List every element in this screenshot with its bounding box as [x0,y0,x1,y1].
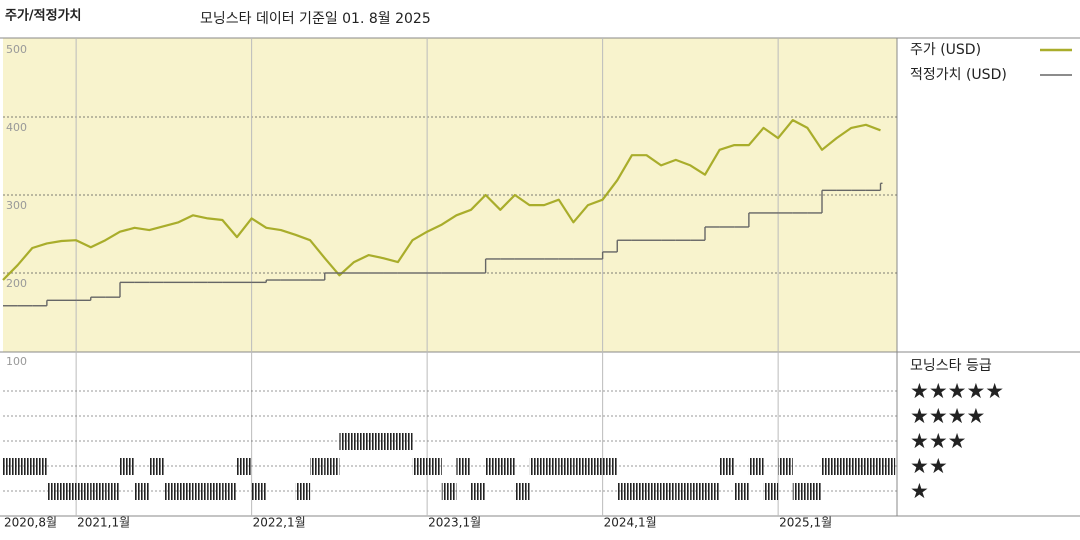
rating-bar [661,483,676,500]
rating-bar [792,483,808,500]
rating-bar [237,458,252,475]
rating-bar [617,483,632,500]
x-tick-label: 2021,1월 [77,516,130,530]
price-line [2,119,881,281]
rating-bar [178,483,194,500]
rating-bar [748,458,764,475]
chart-title: 주가/적정가치 [5,8,82,24]
rating-bar [427,458,442,475]
rating-bar [120,458,135,475]
x-tick-label: 2020,8월 [4,516,57,530]
rating-bar [441,483,457,500]
rating-bar [17,458,33,475]
rating-bar [529,458,545,475]
rating-bar [719,458,735,475]
frame [0,37,1080,517]
rating-bar [500,458,515,475]
plot-background [3,38,897,352]
rating-bar [368,433,384,450]
rating-level-label: ★★★★★ [910,379,1004,403]
x-tick-label: 2025,1월 [779,516,832,530]
rating-bar [690,483,705,500]
rating-bar [514,483,530,500]
rating-level-label: ★ [910,479,929,503]
rating-bar [485,458,501,475]
rating-bar [149,458,164,475]
rating-bar [822,458,837,475]
rating-bar [588,458,603,475]
rating-bar [851,458,866,475]
y-tick-label: 100 [6,355,27,368]
legend-label: 적정가치 (USD) [910,67,1007,83]
rating-bar [836,458,852,475]
rating-bar [90,483,106,500]
rating-bar [193,483,208,500]
rating-bar [324,458,340,475]
rating-bar [602,458,618,475]
y-tick-label: 500 [6,43,27,56]
x-tick-label: 2023,1월 [428,516,481,530]
rating-level-label: ★★★ [910,429,966,453]
rating-bar [734,483,749,500]
rating-bar [880,458,896,475]
rating-bar [558,458,574,475]
rating-bar [61,483,77,500]
rating-bar [705,483,720,500]
rating-bar [134,483,150,500]
rating-bar [397,433,413,450]
rating-bar [763,483,779,500]
rating-bar [807,483,822,500]
rating-bar [675,483,691,500]
rating-bar [310,458,325,475]
rating-bar [76,483,91,500]
rating-bar [163,483,179,500]
x-tick-label: 2024,1월 [604,516,657,530]
rating-bar [105,483,120,500]
rating-bar [778,458,793,475]
y-tick-label: 300 [6,199,27,212]
rating-bar [544,458,559,475]
y-tick-label: 200 [6,277,27,290]
rating-bar [456,458,471,475]
rating-bar [573,458,588,475]
rating-bar [222,483,237,500]
rating-title: 모닝스타 등급 [910,358,992,374]
rating-bar [3,458,18,475]
x-tick-label: 2022,1월 [253,516,306,530]
legend-label: 주가 (USD) [910,42,981,58]
chart-subtitle: 모닝스타 데이터 기준일 01. 8월 2025 [200,11,431,27]
rating-bar [631,483,647,500]
y-tick-label: 400 [6,121,27,134]
rating-bar [251,483,267,500]
rating-bar [295,483,311,500]
rating-bar [865,458,881,475]
rating-bar [412,458,428,475]
rating-bar [383,433,398,450]
rating-bar [207,483,223,500]
rating-level-label: ★★★★ [910,404,985,428]
rating-level-label: ★★ [910,454,948,478]
rating-bar [32,458,47,475]
rating-bar [646,483,662,500]
rating-bar [471,483,486,500]
rating-bar [339,433,354,450]
rating-bar [46,483,62,500]
rating-bar [354,433,369,450]
